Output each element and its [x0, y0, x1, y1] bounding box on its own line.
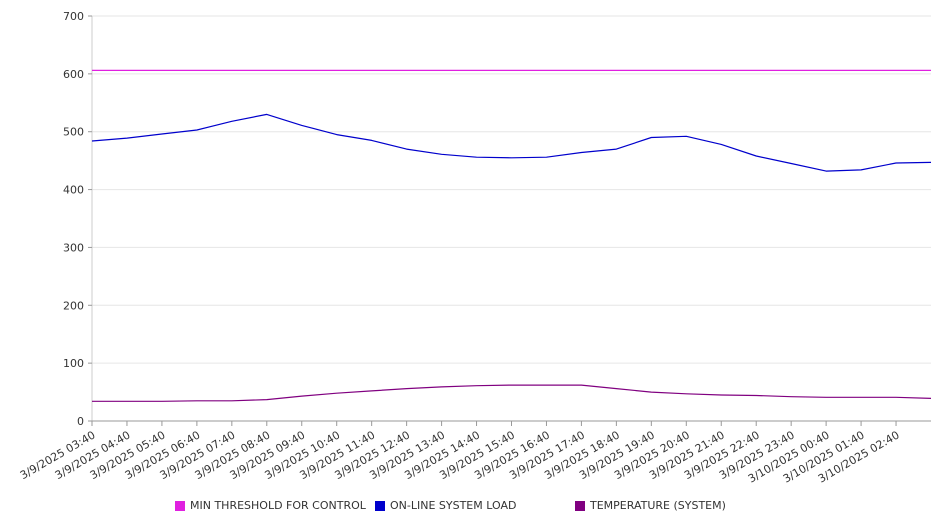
- y-tick-label: 600: [63, 68, 84, 81]
- series-line-temperature: [92, 384, 932, 402]
- y-tick-label: 100: [63, 357, 84, 370]
- y-tick-label: 500: [63, 126, 84, 139]
- series-lines: [91, 69, 932, 402]
- gridlines: [92, 15, 931, 364]
- series-line-system-load: [91, 113, 932, 172]
- y-tick-label: 200: [63, 299, 84, 312]
- legend-label-system-load: ON-LINE SYSTEM LOAD: [390, 499, 517, 512]
- axes: [91, 16, 931, 422]
- y-tick-label: 400: [63, 184, 84, 197]
- legend: MIN THRESHOLD FOR CONTROL ON-LINE SYSTEM…: [0, 496, 946, 516]
- legend-label-temperature: TEMPERATURE (SYSTEM): [590, 499, 726, 512]
- y-tick-label: 700: [63, 10, 84, 23]
- y-tick-label: 0: [77, 415, 84, 428]
- y-tick-label: 300: [63, 241, 84, 254]
- legend-swatch-temperature: [575, 501, 585, 511]
- legend-swatch-system-load: [375, 501, 385, 511]
- y-axis-ticks: 0 100 200 300 400 500 600 700: [63, 10, 92, 428]
- line-chart: 0 100 200 300 400 500 600 700 3/9/2025 03:403/9…: [18, 10, 932, 486]
- x-axis-ticks: 3/9/2025 03:403/9/2025 04:403/9/2025 05:…: [18, 421, 902, 486]
- legend-swatch-min-threshold: [175, 501, 185, 511]
- legend-label-min-threshold: MIN THRESHOLD FOR CONTROL: [190, 499, 366, 512]
